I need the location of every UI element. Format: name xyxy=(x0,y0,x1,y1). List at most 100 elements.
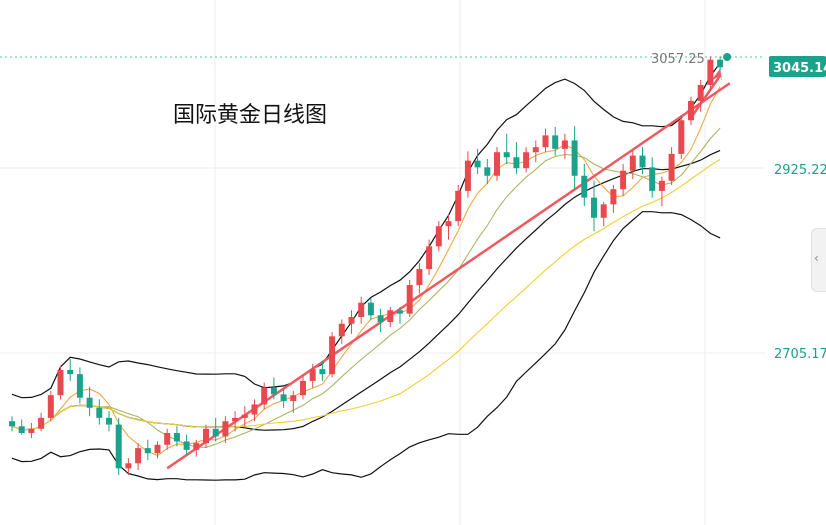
candle-body xyxy=(426,246,433,270)
chart-title: 国际黄金日线图 xyxy=(173,103,327,128)
candle-body xyxy=(561,140,568,149)
candlesticks xyxy=(9,56,724,476)
candle-body xyxy=(212,428,219,437)
support-trendline xyxy=(166,82,731,470)
candle-body xyxy=(678,120,685,154)
y-axis: 2925.22 2705.17 xyxy=(774,163,826,362)
candle-body xyxy=(309,369,316,381)
candle-body xyxy=(629,155,636,171)
candle-body xyxy=(183,441,190,450)
ma-fast-line xyxy=(11,86,721,457)
current-price-label: 3045.14 xyxy=(773,61,826,76)
ma-slow-line xyxy=(11,158,721,431)
bollinger-bands xyxy=(11,62,721,481)
moving-averages xyxy=(11,86,721,457)
candle-body xyxy=(173,433,180,442)
candle-body xyxy=(552,135,559,149)
side-panel-toggle[interactable]: ‹ xyxy=(811,228,826,292)
candle-body xyxy=(338,323,345,337)
candle-body xyxy=(164,433,171,445)
candle-body xyxy=(232,417,239,422)
candle-body xyxy=(668,153,675,181)
candle-body xyxy=(67,369,74,375)
high-price-label: 3057.25 xyxy=(651,52,705,67)
candle-body xyxy=(707,59,714,85)
grid-lines xyxy=(0,0,765,525)
candle-body xyxy=(96,407,103,418)
candle-body xyxy=(474,160,481,168)
ma-mid-line xyxy=(11,127,721,448)
candle-body xyxy=(47,395,54,418)
candle-body xyxy=(57,369,64,396)
candle-body xyxy=(649,167,656,191)
bollinger-lower-line xyxy=(11,211,721,481)
candle-body xyxy=(193,443,200,450)
candle-body xyxy=(610,189,617,205)
candle-body xyxy=(435,226,442,247)
candle-body xyxy=(106,417,112,425)
candle-body xyxy=(329,336,336,375)
candle-body xyxy=(86,397,93,408)
candle-body xyxy=(115,424,122,469)
bollinger-upper-line xyxy=(11,62,721,399)
candle-body xyxy=(358,302,365,317)
overlay-annotations xyxy=(723,53,732,61)
candle-body xyxy=(523,152,530,169)
candle-body xyxy=(697,84,704,101)
candle-body xyxy=(513,157,520,169)
candle-body xyxy=(144,448,151,454)
candle-body xyxy=(464,160,471,191)
y-tick-label: 2705.17 xyxy=(774,347,826,362)
candle-body xyxy=(76,374,83,398)
candle-body xyxy=(581,175,588,198)
current-price-tag-bg xyxy=(769,56,826,77)
candle-body xyxy=(600,204,607,218)
candle-body xyxy=(251,404,258,415)
candle-body xyxy=(9,421,15,427)
candle-body xyxy=(38,417,45,429)
candle-body xyxy=(270,387,277,395)
candle-body xyxy=(135,448,142,464)
candle-body xyxy=(28,428,35,434)
candle-body xyxy=(261,387,268,405)
candle-body xyxy=(591,197,597,218)
candle-body xyxy=(542,135,549,148)
candle-body xyxy=(290,395,297,402)
candle-body xyxy=(639,155,646,168)
y-tick-label: 2925.22 xyxy=(774,163,826,178)
candle-body xyxy=(455,190,462,222)
candle-body xyxy=(406,285,413,314)
candle-body xyxy=(494,152,500,176)
candle-body xyxy=(416,269,423,286)
projection-arrow-shaft xyxy=(689,74,722,119)
candle-body xyxy=(319,369,326,375)
candle-body xyxy=(688,100,694,121)
candle-body xyxy=(532,147,539,153)
candle-body xyxy=(300,380,306,396)
candle-body xyxy=(377,315,384,323)
candle-body xyxy=(503,152,510,158)
projection-arrow-head xyxy=(711,68,723,81)
candle-body xyxy=(280,394,287,402)
candle-body xyxy=(397,310,403,314)
candle-body xyxy=(241,414,248,418)
candle-body xyxy=(717,59,724,68)
candle-body xyxy=(620,170,627,190)
candle-body xyxy=(125,463,132,469)
candle-body xyxy=(658,180,665,191)
candle-body xyxy=(387,310,394,323)
candle-body xyxy=(348,316,355,324)
trendlines xyxy=(166,68,731,470)
candle-body xyxy=(222,421,229,437)
candle-body xyxy=(571,140,578,176)
candle-body xyxy=(367,302,374,316)
candle-body xyxy=(154,444,161,454)
last-price-dot xyxy=(723,53,732,61)
candle-body xyxy=(445,221,452,227)
candle-body xyxy=(18,426,25,434)
candle-body xyxy=(484,167,491,176)
current-price-tag: 3045.14 xyxy=(769,56,826,77)
chevron-left-icon: ‹ xyxy=(814,251,819,265)
